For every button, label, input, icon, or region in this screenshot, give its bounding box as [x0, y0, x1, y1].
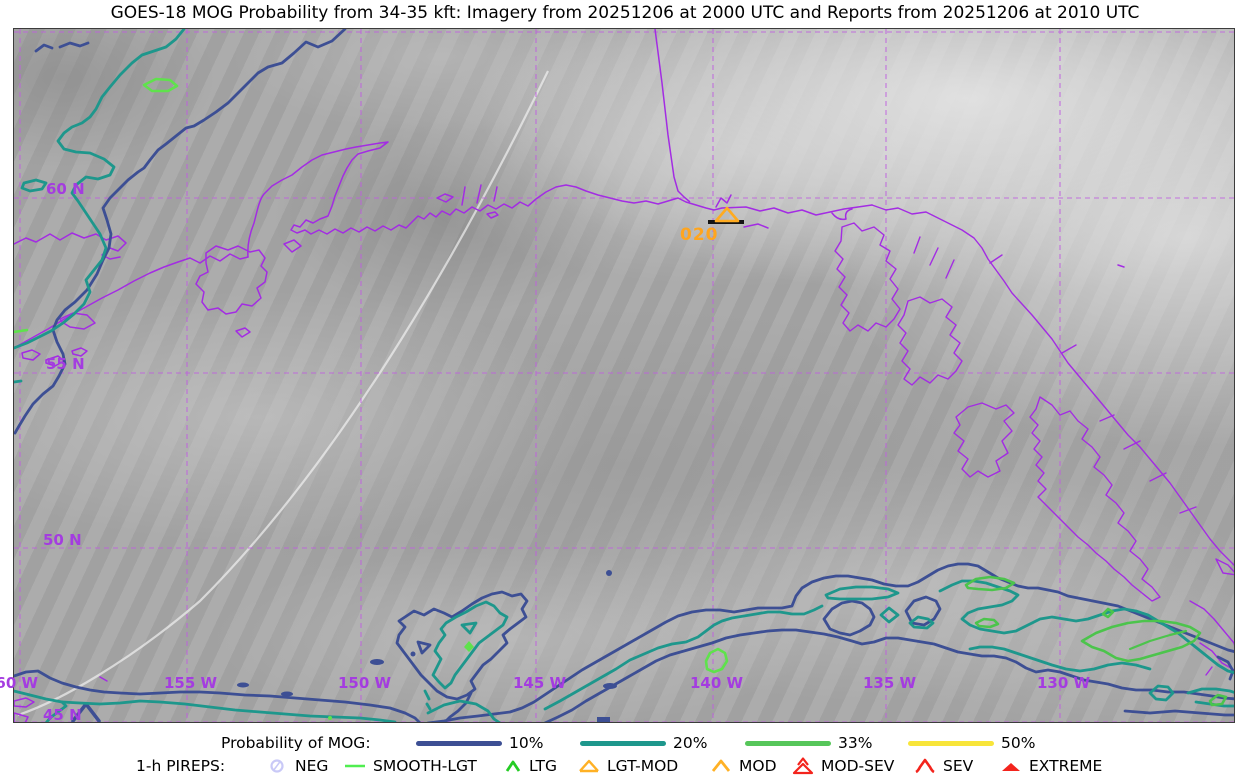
map-graphics: 020	[14, 29, 1234, 722]
page-title: GOES-18 MOG Probability from 34-35 kft: …	[110, 3, 1140, 23]
legend-pireps-label: 1-h PIREPS:	[136, 757, 226, 775]
legend-item-extreme: EXTREME	[1000, 755, 1102, 777]
legend-item-label: NEG	[295, 757, 329, 775]
legend-item-mod-sev: MOD-SEV	[792, 755, 894, 777]
legend-item-label: SEV	[943, 757, 974, 775]
contour-20pct	[14, 29, 1234, 722]
mod-caret-icon	[711, 759, 731, 772]
legend-item-label: 10%	[509, 734, 544, 752]
legend-item-label: 20%	[673, 734, 708, 752]
contour-50pct-swatch	[908, 740, 994, 746]
pirep-marker-triangle-icon	[714, 206, 740, 223]
legend-item-neg: NEG	[268, 755, 328, 777]
legend-item-mod: MOD	[710, 755, 777, 777]
coastline-alaska	[14, 141, 1125, 722]
legend-item-ltg: LTG	[504, 755, 557, 777]
extreme-filled-triangle-icon	[1002, 763, 1020, 771]
legend-item-20pct: 20%	[580, 732, 707, 754]
ltg-caret-icon	[505, 760, 521, 772]
contour-33pct-dots	[328, 641, 474, 720]
grid-lines	[14, 29, 1234, 722]
contour-33pct	[14, 77, 1228, 707]
mod-sev-triangle-caret-icon	[792, 756, 814, 774]
legend-item-smooth-lgt: SMOOTH-LGT	[344, 755, 477, 777]
legend-item-10pct: 10%	[416, 732, 543, 754]
neg-circle-slash-icon	[270, 759, 284, 773]
contour-20pct-swatch	[580, 740, 666, 746]
pirep-marker-label: 020	[680, 225, 719, 245]
legend-item-label: MOD	[739, 757, 777, 775]
legend-item-label: SMOOTH-LGT	[373, 757, 477, 775]
legend-item-label: EXTREME	[1029, 757, 1103, 775]
legend-item-label: LTG	[529, 757, 557, 775]
pirep-marker-lgt-mod: 020	[680, 206, 744, 245]
legend-item-label: LGT-MOD	[607, 757, 679, 775]
contour-33pct-swatch	[745, 740, 831, 746]
contour-10pct-swatch	[416, 740, 502, 746]
legend-probability-label: Probability of MOG:	[221, 734, 371, 752]
alaska-canada-border	[654, 29, 691, 203]
legend-item-label: 33%	[838, 734, 873, 752]
legend-item-33pct: 33%	[745, 732, 872, 754]
smooth-lgt-line-icon	[345, 764, 365, 768]
legend-item-lgt-mod: LGT-MOD	[578, 755, 678, 777]
lgt-mod-open-triangle-icon	[579, 759, 599, 773]
contour-10pct	[14, 29, 1234, 722]
legend-probability: Probability of MOG: 10% 20% 33% 50%	[0, 732, 1250, 754]
legend-item-sev: SEV	[914, 755, 973, 777]
coastline-panhandle	[834, 204, 1234, 676]
legend-pireps: 1-h PIREPS: NEG SMOOTH-LGT LTG LGT-M	[0, 755, 1250, 777]
contrail-streak	[17, 70, 549, 717]
legend-item-label: MOD-SEV	[821, 757, 895, 775]
sev-flared-caret-icon	[915, 758, 935, 774]
satellite-map: 020	[13, 28, 1235, 723]
legend-item-label: 50%	[1001, 734, 1036, 752]
contour-10pct-dots	[237, 570, 617, 722]
legend-item-50pct: 50%	[908, 732, 1035, 754]
